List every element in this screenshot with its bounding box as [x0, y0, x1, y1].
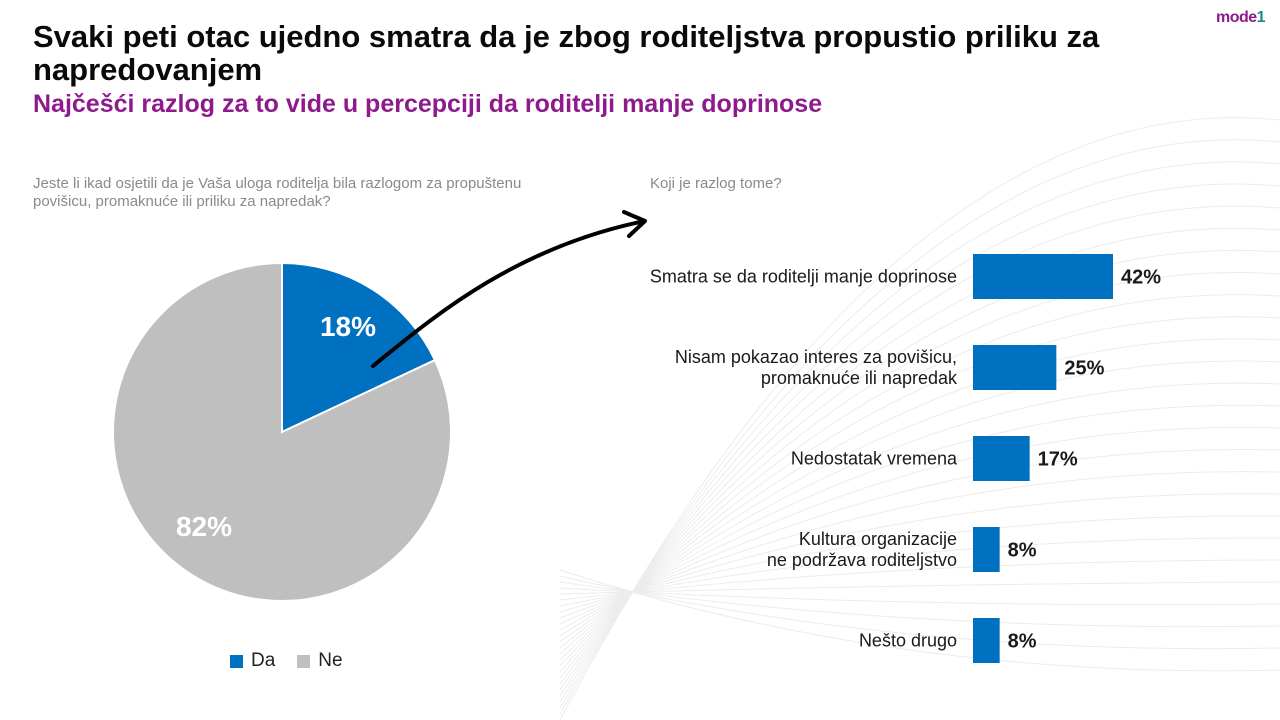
bar-5 [973, 618, 1000, 663]
bar-3 [973, 436, 1030, 481]
bar-value-label: 25% [1064, 358, 1104, 380]
background-line [559, 272, 1280, 679]
background-line [559, 471, 1280, 625]
background-line [559, 426, 1280, 637]
logo-number: 1 [1256, 9, 1266, 26]
background-line [559, 338, 1280, 661]
pie-legend: Da Ne [230, 650, 365, 672]
bar-category-label: Nešto drugo [859, 631, 957, 651]
background-line [559, 382, 1280, 649]
pie-label-da: 18% [320, 311, 376, 342]
background-line [559, 404, 1280, 643]
background-line [559, 587, 1280, 606]
background-line [559, 360, 1280, 655]
background-line [559, 581, 1280, 595]
logo-text: mode [1216, 9, 1257, 26]
background-line [559, 575, 1280, 650]
background-line [559, 316, 1280, 667]
background-line [559, 449, 1280, 631]
page-subtitle: Najčešći razlog za to vide u percepciji … [33, 90, 823, 118]
pie-chart: 18% 82% [112, 261, 452, 602]
bar-category-label: Nisam pokazao interes za povišicu, [675, 347, 957, 367]
background-line [559, 183, 1280, 703]
bar-1 [973, 254, 1113, 299]
background-line [559, 294, 1280, 673]
background-line [559, 249, 1280, 685]
brand-logo: mode1 [1216, 9, 1266, 27]
bar-2 [973, 345, 1057, 390]
bar-value-label: 42% [1121, 267, 1161, 289]
bar-category-label: promaknuće ili napredak [761, 368, 958, 388]
legend-swatch-ne [297, 654, 311, 668]
background-line [559, 515, 1280, 613]
background-line [559, 139, 1280, 715]
legend-label-ne: Ne [318, 650, 343, 671]
legend-swatch-da [230, 654, 243, 668]
page-title: Svaki peti otac ujedno smatra da je zbog… [33, 19, 1100, 87]
background-line [559, 227, 1280, 691]
background-line [559, 569, 1280, 672]
bar-value-label: 8% [1008, 631, 1037, 653]
background-line [559, 581, 1280, 628]
bar-category-label: ne podržava roditeljstvo [767, 550, 957, 570]
bar-value-label: 17% [1038, 449, 1078, 471]
background-line [559, 537, 1280, 607]
background-line [559, 161, 1280, 709]
bar-category-label: Smatra se da roditelji manje doprinose [650, 267, 957, 287]
background-line [559, 117, 1280, 720]
pie-slice-ne [112, 261, 452, 602]
pie-question: Jeste li ikad osjetili da je Vaša uloga … [33, 175, 522, 210]
pie-label-ne: 82% [176, 511, 232, 542]
legend-label-da: Da [251, 650, 276, 671]
background-line [559, 559, 1280, 601]
legend-item-da: Da [230, 650, 275, 672]
bar-category-label: Kultura organizacije [799, 529, 957, 549]
bar-4 [973, 527, 1000, 572]
bar-value-label: 8% [1008, 540, 1037, 562]
background-line [559, 493, 1280, 619]
legend-item-ne: Ne [297, 650, 343, 672]
background-line [559, 205, 1280, 697]
bar-category-label: Nedostatak vremena [791, 449, 958, 469]
bar-question: Koji je razlog tome? [650, 175, 782, 192]
